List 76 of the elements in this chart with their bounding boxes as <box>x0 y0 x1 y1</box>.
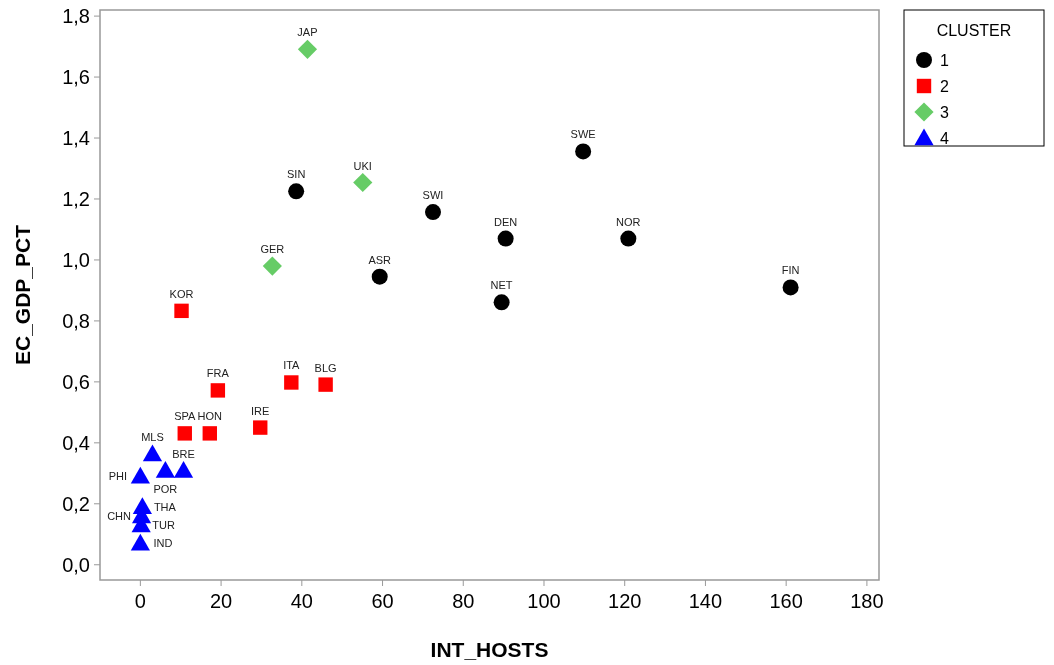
annotation: UKI <box>353 159 372 172</box>
x-tick-label: 20 <box>209 590 233 612</box>
y-tick-label: 1,6 <box>62 66 90 89</box>
point <box>371 268 388 285</box>
y-tick-label: 0,2 <box>62 492 90 515</box>
point <box>493 294 510 311</box>
annotation: DEN <box>494 215 518 228</box>
annotation: ITA <box>283 359 301 372</box>
point <box>262 256 282 276</box>
annotation: BLG <box>314 361 337 374</box>
annotation: SIN <box>286 168 306 181</box>
annotation: JAP <box>297 26 318 39</box>
point <box>424 204 441 221</box>
y-tick-label: 0,6 <box>62 370 90 393</box>
point <box>284 375 299 390</box>
point <box>210 383 226 398</box>
annotation: TUR <box>152 519 176 532</box>
x-tick-label: 0 <box>134 590 146 612</box>
point <box>253 420 268 435</box>
point <box>297 39 318 59</box>
x-tick-label: 140 <box>688 590 723 612</box>
point <box>318 377 333 392</box>
point <box>177 426 192 441</box>
annotation: IRE <box>251 404 270 417</box>
y-tick-label: 1,8 <box>62 5 90 28</box>
y-tick-label: 1,2 <box>62 187 90 210</box>
annotation: KOR <box>169 287 194 300</box>
annotation: SPA <box>174 410 197 423</box>
point <box>130 533 150 551</box>
x-axis-title: INT_HOSTS <box>430 638 549 661</box>
annotation: BRE <box>172 447 195 460</box>
legend-label: 1 <box>940 52 949 69</box>
y-tick-label: 1,0 <box>62 248 90 271</box>
x-tick-label: 60 <box>371 590 394 612</box>
point <box>155 460 175 478</box>
annotation: IND <box>153 537 173 550</box>
legend-label: 3 <box>940 104 949 121</box>
point <box>782 279 799 296</box>
y-axis-title: EC_GDP_PCT <box>11 224 34 366</box>
point <box>174 303 189 319</box>
point <box>130 466 150 484</box>
annotation: HON <box>197 410 223 423</box>
annotation: POR <box>153 482 178 495</box>
y-tick-label: 0,0 <box>62 553 90 576</box>
legend-label: 2 <box>940 78 949 95</box>
point <box>202 426 217 441</box>
annotation: MLS <box>141 431 164 444</box>
annotation: SWE <box>570 128 596 141</box>
annotation: FRA <box>206 367 230 380</box>
point <box>620 230 637 247</box>
x-tick-label: 100 <box>527 590 561 612</box>
y-tick-label: 1,4 <box>62 127 90 150</box>
annotation: CHN <box>107 509 132 522</box>
x-tick-label: 80 <box>452 590 475 612</box>
point <box>353 172 373 193</box>
annotation: NOR <box>616 215 641 228</box>
annotation: ASR <box>368 253 392 266</box>
legend-title: CLUSTER <box>936 22 1012 39</box>
annotation: PHI <box>108 470 128 483</box>
y-tick-label: 0,4 <box>62 431 90 454</box>
point <box>288 183 305 200</box>
point <box>575 143 592 160</box>
annotation: SWI <box>422 189 444 202</box>
point <box>142 444 163 462</box>
point <box>173 460 194 478</box>
point <box>497 230 514 247</box>
annotation: THA <box>153 500 177 513</box>
annotation: GER <box>260 243 285 256</box>
x-tick-label: 180 <box>850 590 884 612</box>
legend-label: 4 <box>940 130 949 147</box>
x-tick-label: 40 <box>290 590 313 612</box>
annotation: NET <box>490 279 513 292</box>
x-tick-label: 120 <box>608 590 642 612</box>
y-tick-label: 0,8 <box>62 309 90 332</box>
x-tick-label: 160 <box>769 590 803 612</box>
annotation: FIN <box>781 264 800 277</box>
